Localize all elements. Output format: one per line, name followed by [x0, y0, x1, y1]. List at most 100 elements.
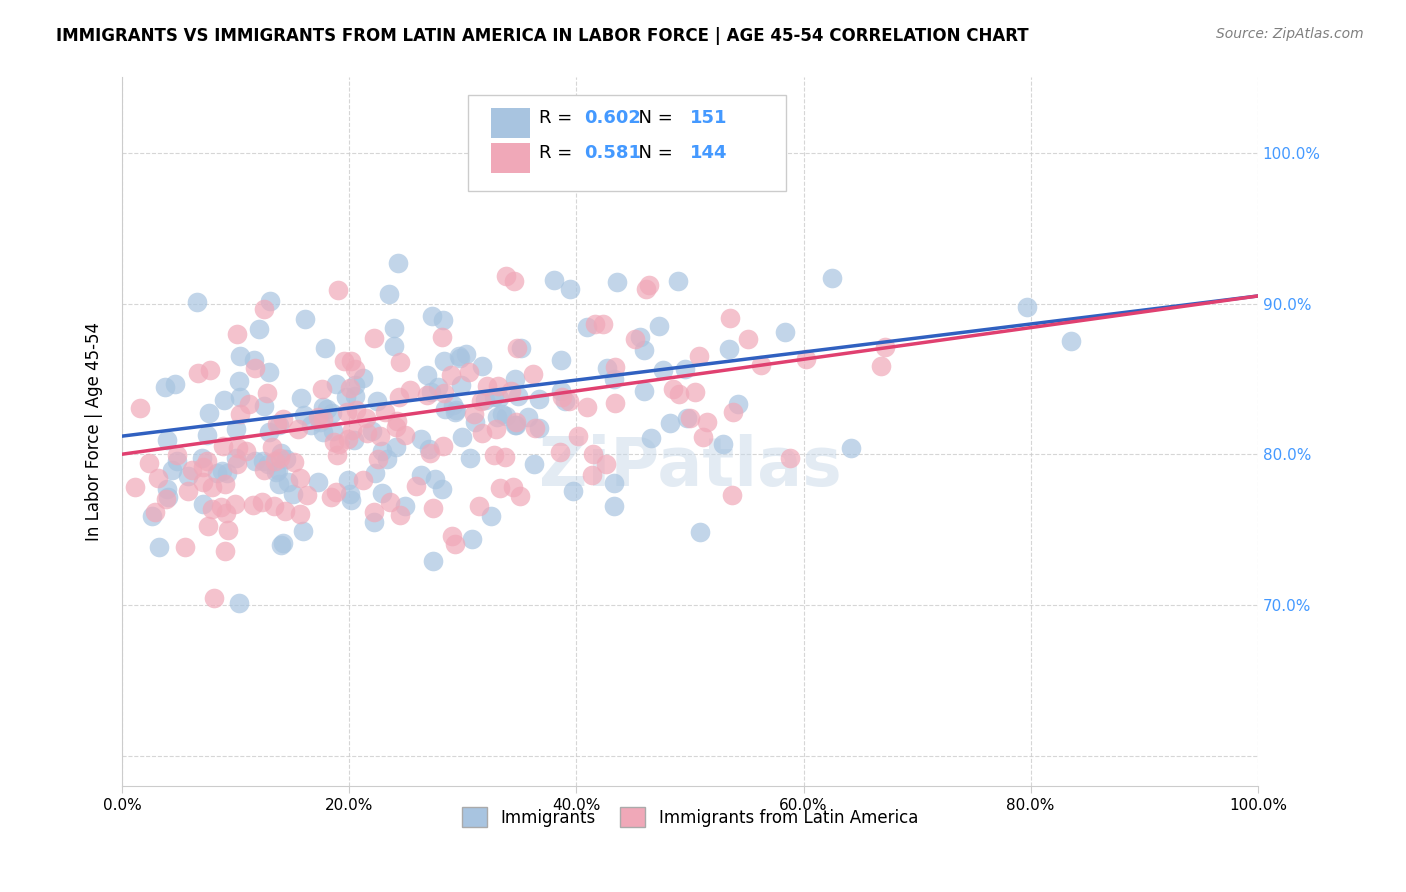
Point — [129, 401, 152, 415]
Point — [269, 477, 291, 491]
Point — [226, 327, 249, 342]
Point — [187, 366, 209, 380]
Point — [471, 359, 494, 374]
Point — [155, 492, 177, 507]
Point — [557, 393, 579, 408]
Point — [633, 343, 655, 357]
Point — [463, 407, 485, 421]
Point — [360, 425, 382, 439]
Point — [576, 400, 599, 414]
Text: ZiPatlas: ZiPatlas — [538, 434, 841, 500]
Point — [505, 415, 527, 429]
Point — [263, 499, 285, 513]
Point — [523, 457, 546, 471]
Point — [420, 385, 443, 400]
Point — [567, 429, 589, 443]
Point — [449, 351, 471, 365]
Point — [581, 468, 603, 483]
Point — [266, 417, 288, 432]
Point — [464, 415, 486, 429]
Point — [226, 441, 249, 455]
Point — [503, 274, 526, 288]
Point — [155, 434, 177, 448]
Point — [495, 409, 517, 424]
Point — [197, 427, 219, 442]
Point — [242, 498, 264, 512]
FancyBboxPatch shape — [468, 95, 786, 191]
Point — [215, 466, 238, 480]
Point — [153, 380, 176, 394]
Point — [145, 505, 167, 519]
Point — [292, 409, 315, 423]
Point — [775, 326, 797, 340]
Point — [689, 525, 711, 540]
Point — [418, 442, 440, 457]
Point — [163, 377, 186, 392]
Text: N =: N = — [627, 145, 679, 162]
Point — [495, 268, 517, 283]
Point — [384, 420, 406, 434]
Point — [228, 596, 250, 610]
Text: Source: ZipAtlas.com: Source: ZipAtlas.com — [1216, 27, 1364, 41]
Point — [721, 405, 744, 419]
Point — [259, 425, 281, 439]
Point — [148, 540, 170, 554]
Text: R =: R = — [538, 145, 578, 162]
Point — [191, 450, 214, 465]
Point — [676, 410, 699, 425]
Point — [387, 414, 409, 428]
Point — [517, 409, 540, 424]
Point — [277, 475, 299, 489]
Point — [367, 451, 389, 466]
Point — [257, 366, 280, 380]
Point — [651, 363, 673, 377]
Point — [314, 341, 336, 355]
Point — [181, 463, 204, 477]
Point — [683, 385, 706, 400]
Point — [311, 382, 333, 396]
Point — [243, 361, 266, 376]
Point — [186, 295, 208, 310]
Point — [247, 321, 270, 335]
Point — [201, 502, 224, 516]
Point — [524, 421, 547, 435]
Point — [416, 388, 439, 402]
Point — [343, 378, 366, 392]
Point — [388, 390, 411, 404]
Point — [489, 481, 512, 495]
Point — [430, 330, 453, 344]
Text: 144: 144 — [690, 145, 727, 162]
Point — [606, 276, 628, 290]
Point — [148, 471, 170, 485]
Point — [166, 453, 188, 467]
Point — [354, 411, 377, 425]
Point — [749, 358, 772, 372]
Point — [340, 493, 363, 508]
Point — [484, 448, 506, 462]
Point — [548, 445, 571, 459]
Point — [394, 428, 416, 442]
Point — [335, 390, 357, 404]
FancyBboxPatch shape — [491, 108, 530, 137]
Point — [602, 500, 624, 514]
Point — [283, 455, 305, 469]
Point — [543, 273, 565, 287]
Point — [385, 440, 408, 454]
Point — [479, 508, 502, 523]
Point — [366, 393, 388, 408]
Point — [344, 389, 367, 403]
Point — [340, 423, 363, 437]
Point — [595, 457, 617, 471]
Point — [328, 437, 350, 451]
Point — [363, 505, 385, 519]
Point — [205, 467, 228, 481]
Point — [343, 433, 366, 447]
Point — [259, 294, 281, 309]
Point — [290, 392, 312, 406]
Point — [582, 447, 605, 461]
Point — [456, 347, 478, 361]
Point — [214, 543, 236, 558]
Point — [662, 382, 685, 396]
Point — [356, 425, 378, 440]
Point — [583, 318, 606, 332]
